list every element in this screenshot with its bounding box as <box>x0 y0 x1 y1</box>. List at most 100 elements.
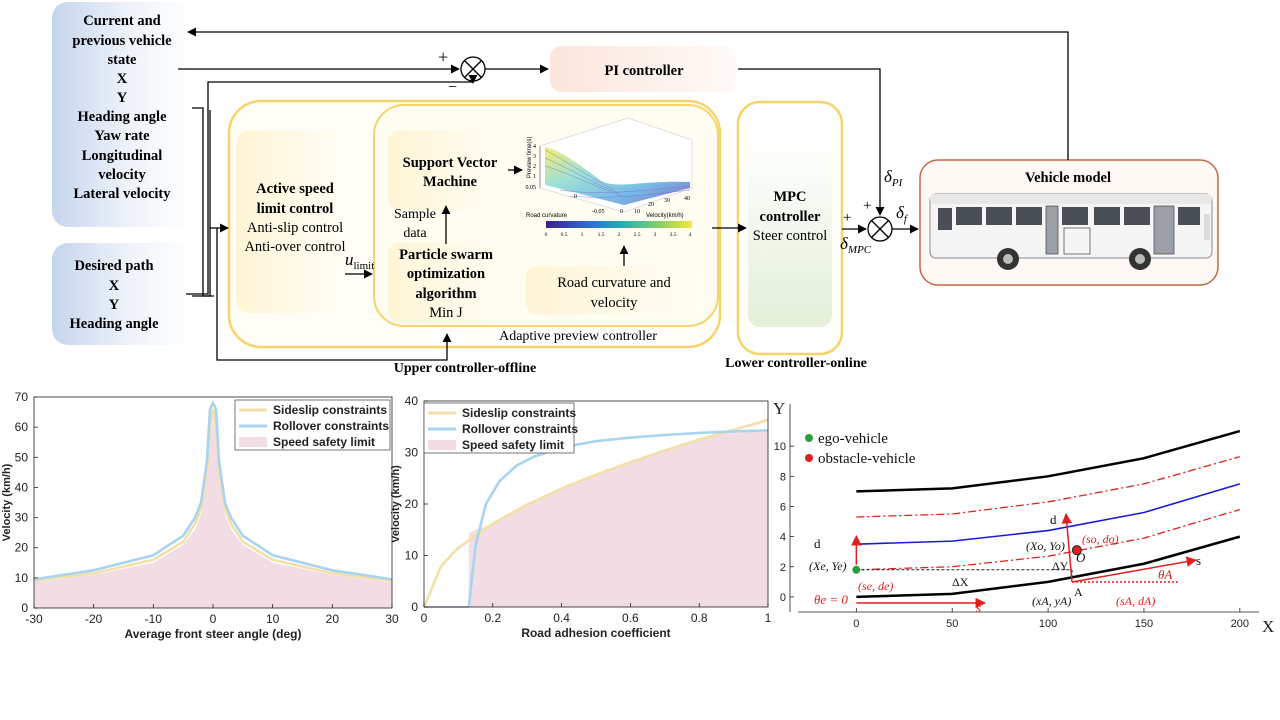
label-ego-xy-main: (X <box>809 559 821 573</box>
x-tick-label: -30 <box>25 612 43 626</box>
series-area-speed-safety-limit <box>34 418 392 608</box>
y-axis-label: Velocity (km/h) <box>390 465 402 543</box>
inset-x-label: Road curvature <box>526 213 568 219</box>
delta-mpc-label: δMPC <box>840 234 872 256</box>
label-A: A <box>1074 585 1083 599</box>
label-delta-y: ΔY <box>1052 559 1069 573</box>
road-line-4 <box>856 535 1241 599</box>
inset-z-tick: 2 <box>533 164 536 170</box>
inset-x-tick: -0.05 <box>592 209 605 215</box>
colorbar-tick: 2 <box>618 232 621 238</box>
svm-box <box>388 130 508 210</box>
x-tick-label: 0.6 <box>622 611 639 625</box>
label-ego-s: s <box>976 600 981 615</box>
delta-f-label: δf <box>896 203 909 225</box>
x-tick-label: 0 <box>853 618 859 630</box>
colorbar-tick: 1 <box>581 232 584 238</box>
label-obs-xy: (Xo, Yo) <box>1026 539 1065 553</box>
x-tick-label: 0.8 <box>691 611 708 625</box>
y-tick-label: 2 <box>780 562 786 574</box>
path-line: Y <box>109 297 120 313</box>
x-axis-label: Road adhesion coefficient <box>521 626 670 640</box>
y-tick-label: 0 <box>780 592 786 604</box>
upper-controller-label: Upper controller-offline <box>394 361 536 376</box>
sample-data-line2: data <box>403 226 427 241</box>
x-tick-label: 200 <box>1231 618 1249 630</box>
x-tick-label: 0 <box>210 612 217 626</box>
y-tick-label: 70 <box>15 390 29 404</box>
y-tick-label: 50 <box>15 450 29 464</box>
series-line-sideslip <box>33 408 393 583</box>
inset-y-label: Velocity(km/h) <box>646 213 684 219</box>
y-tick-label: 0 <box>411 600 418 614</box>
label-theta-a-rest: A <box>1163 567 1172 582</box>
label-obs-xy-main: (X <box>1026 539 1038 553</box>
lower-controller-label: Lower controller-online <box>725 356 867 371</box>
state-line: Lateral velocity <box>73 186 171 202</box>
active-speed-line: limit control <box>257 201 334 217</box>
x-tick-label: 10 <box>266 612 280 626</box>
path-line: Heading angle <box>69 316 159 332</box>
state-box <box>52 2 192 227</box>
inset-z-tick: 3 <box>533 154 536 160</box>
pso-line: algorithm <box>415 286 476 302</box>
inset-z-label: Preview time(s) <box>527 137 533 178</box>
legend-label: Sideslip constraints <box>273 403 387 417</box>
y-tick-label: 10 <box>405 549 419 563</box>
state-line: state <box>108 52 138 68</box>
label-obs-xy-rest: o, Yo) <box>1037 539 1065 553</box>
colorbar-tick: 3 <box>654 232 657 238</box>
label-obs-s: s <box>1196 553 1201 568</box>
ego-vehicle-point <box>851 564 862 575</box>
legend-label: Speed safety limit <box>462 438 564 452</box>
label-delta-y-main: ΔY <box>1052 559 1069 573</box>
mpc-label-line2: controller <box>760 209 821 225</box>
obstacle-d-vector <box>1061 512 1073 583</box>
preview-time-surface-inset: Preview time(s) 4 3 2 1 0.05 0 -0.05 0 1… <box>526 117 693 238</box>
bus-icon <box>929 193 1213 270</box>
active-speed-box <box>236 130 342 313</box>
pso-line: optimization <box>407 266 485 282</box>
active-speed-line: Active speed <box>256 181 334 197</box>
obstacle-vehicle-point <box>1071 545 1082 556</box>
colorbar-tick: 1.5 <box>598 232 605 238</box>
label-theta-e: θe = 0 <box>814 592 848 607</box>
mpc-inner-box <box>748 137 832 327</box>
label-theta-a: θA <box>1158 567 1172 582</box>
y-tick-label: 6 <box>780 501 786 513</box>
x-tick-label: 1 <box>765 611 772 625</box>
label-ego-xy-rest: e, Ye) <box>820 559 846 573</box>
label-obs-sd: (so, do) <box>1082 532 1119 546</box>
label-A-xy-main: (x <box>1032 594 1042 608</box>
inset-y-tick: 40 <box>684 196 690 202</box>
path-line: Desired path <box>74 258 153 274</box>
adaptive-preview-label: Adaptive preview controller <box>499 329 657 344</box>
label-delta-x: ΔX <box>952 575 969 589</box>
anti-over-label: Anti-over control <box>244 239 345 255</box>
label-A-sd-main: (s <box>1116 594 1125 608</box>
road-curvature-line2: velocity <box>591 295 638 311</box>
label-obs-sd-main: (s <box>1082 532 1091 546</box>
label-A-main: A <box>1074 585 1083 599</box>
label-ego-d-main: d <box>814 536 821 551</box>
plus-sign-3: + <box>843 210 851 226</box>
state-line: Current and <box>83 13 160 29</box>
path-line: X <box>109 278 120 294</box>
x-tick-label: 0.4 <box>553 611 570 625</box>
x-tick-label: 30 <box>385 612 399 626</box>
road-line-3 <box>856 508 1241 571</box>
label-A-sd: (sA, dA) <box>1116 594 1155 608</box>
x-axis-label: Average front steer angle (deg) <box>125 627 302 641</box>
y-axis-label: Velocity (km/h) <box>1 463 13 541</box>
x-tick-label: -10 <box>145 612 163 626</box>
label-theta-a-main: θ <box>1158 567 1165 582</box>
y-tick-label: 4 <box>780 532 786 544</box>
legend-dot-ego <box>805 434 813 442</box>
label-obs-d: d <box>1050 512 1057 527</box>
state-box-text: Current and previous vehicle state X Y H… <box>72 13 172 202</box>
chart-steer-angle: -30 -20 -10 0 10 20 30 0 10 20 30 40 50 60 70 Average f… <box>1 390 399 641</box>
x-tick-label: 20 <box>326 612 340 626</box>
y-tick-label: 0 <box>21 601 28 615</box>
road-curvature-line1: Road curvature and <box>557 275 671 291</box>
y-tick-label: 60 <box>15 420 29 434</box>
